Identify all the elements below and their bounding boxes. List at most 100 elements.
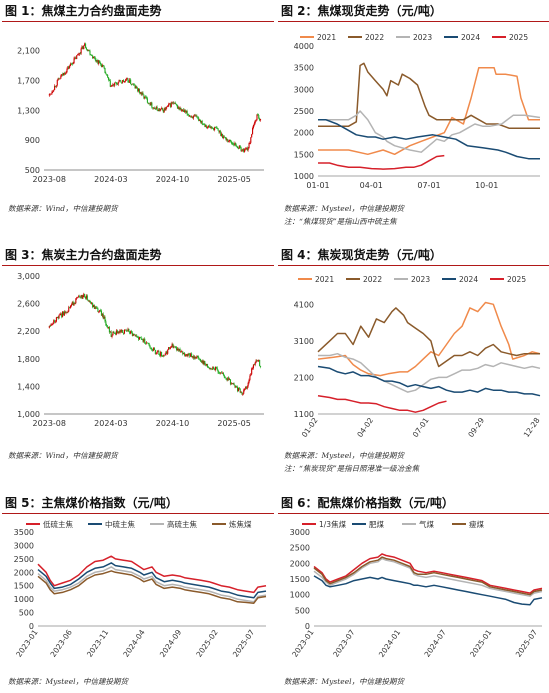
- candle-body: [122, 329, 124, 333]
- panel-2: 图 2：焦煤现货走势（元/吨） 1000 1500 2000 2500 3000 3500…: [278, 2, 549, 230]
- candle-body: [127, 78, 129, 82]
- candle-body: [58, 314, 60, 319]
- candle-body: [233, 383, 235, 385]
- candle-body: [93, 305, 95, 309]
- candle-body: [245, 387, 247, 389]
- x-tick-label: 2025-05: [217, 419, 250, 428]
- candle-body: [122, 80, 124, 83]
- candle-body: [118, 79, 120, 83]
- candle-body: [228, 141, 230, 142]
- candle-body: [86, 295, 88, 301]
- y-tick-label: 3500: [14, 528, 34, 537]
- candle-body: [248, 143, 250, 149]
- candle-body: [168, 347, 170, 350]
- candle-body: [181, 110, 183, 111]
- candle-body: [151, 348, 153, 351]
- panel-title: 图 1：焦煤主力合约盘面走势: [2, 2, 274, 22]
- candle-body: [157, 351, 159, 353]
- candle-body: [224, 136, 226, 138]
- candle-body: [141, 92, 143, 95]
- x-tick-label: 2024-04: [121, 628, 146, 659]
- candle-body: [59, 78, 61, 80]
- candle-body: [183, 110, 186, 112]
- candle-body: [96, 60, 98, 62]
- candle-body: [69, 63, 72, 66]
- candle-body: [113, 331, 115, 334]
- candle-body: [130, 331, 132, 334]
- candle-body: [75, 57, 77, 60]
- candle-body: [162, 109, 164, 113]
- candle-body: [142, 92, 144, 95]
- candle-body: [66, 68, 68, 73]
- candle-body: [95, 307, 97, 309]
- candle-body: [175, 102, 177, 105]
- panel-title: 图 2：焦煤现货走势（元/吨）: [278, 2, 549, 22]
- candle-body: [85, 296, 87, 299]
- candle-body: [178, 107, 180, 110]
- y-tick-label: 3500: [294, 64, 314, 73]
- candle-body: [165, 351, 167, 355]
- candle-body: [153, 107, 156, 109]
- legend-label: 炼焦煤: [229, 519, 252, 529]
- candle-body: [79, 53, 81, 54]
- candle-body: [172, 343, 174, 348]
- candle-body: [161, 108, 163, 110]
- candle-body: [258, 115, 260, 119]
- candle-body: [256, 114, 258, 120]
- candle-body: [111, 335, 113, 337]
- candle-body: [132, 334, 134, 336]
- candle-body: [166, 351, 168, 354]
- candle-body: [210, 127, 212, 129]
- candle-body: [191, 356, 194, 358]
- candle-body: [144, 96, 146, 99]
- candle-body: [152, 350, 154, 352]
- candle-body: [92, 55, 94, 59]
- candle-body: [259, 118, 261, 121]
- panel-6: 图 6：配焦煤价格指数（元/吨） 0 500 1000 1500 2000 2500 300…: [278, 494, 549, 692]
- series-line-3: [318, 352, 541, 393]
- candle-body: [62, 74, 64, 76]
- candle-body: [189, 354, 191, 357]
- candle-body: [255, 119, 257, 121]
- candle-body: [119, 79, 121, 81]
- candle-body: [185, 354, 187, 356]
- candle-body: [68, 307, 70, 312]
- candle-body: [77, 54, 80, 56]
- candles: [48, 292, 262, 396]
- candle-body: [140, 92, 142, 95]
- candle-body: [100, 63, 102, 65]
- candle-body: [51, 324, 53, 326]
- candle-body: [128, 328, 130, 332]
- candle-body: [136, 335, 138, 337]
- note-text: 注：“焦煤现货”是指山西中硫主焦: [284, 217, 397, 226]
- candle-body: [237, 146, 239, 149]
- candle-body: [48, 325, 50, 328]
- candle-body: [71, 63, 73, 65]
- candle-body: [106, 325, 108, 327]
- candle-body: [183, 109, 185, 112]
- candle-body: [191, 116, 194, 119]
- y-tick-label: 2,200: [17, 327, 40, 336]
- candle-body: [123, 80, 125, 82]
- candle-body: [79, 296, 81, 298]
- candle-body: [168, 104, 170, 107]
- candle-body: [202, 360, 204, 365]
- candle-body: [55, 85, 57, 87]
- candle-body: [194, 115, 196, 117]
- y-tick-label: 1,800: [17, 355, 40, 364]
- candle-body: [163, 355, 165, 357]
- candle-body: [73, 58, 75, 64]
- y-tick-label: 0: [29, 622, 34, 631]
- series-line-1: [317, 301, 541, 377]
- candle-body: [48, 94, 50, 96]
- candle-body: [186, 354, 188, 357]
- candle-body: [188, 353, 190, 355]
- candle-body: [232, 143, 234, 145]
- candle-body: [204, 361, 206, 364]
- candle-body: [207, 367, 209, 368]
- candle-body: [100, 310, 102, 312]
- candle-body: [193, 356, 195, 359]
- y-tick-label: 500: [295, 606, 310, 615]
- candle-body: [125, 78, 127, 81]
- candle-body: [72, 301, 74, 306]
